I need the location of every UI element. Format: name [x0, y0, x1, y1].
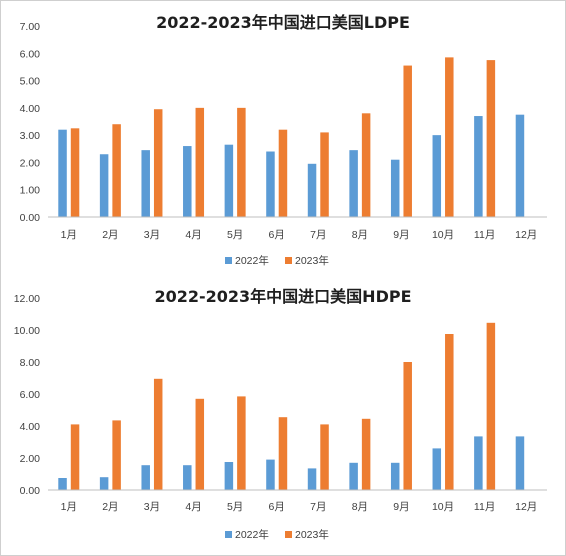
bar-2022 — [432, 135, 442, 217]
bar-2023 — [70, 424, 80, 490]
x-tick-label: 1月 — [61, 229, 77, 241]
bar-2022 — [307, 468, 317, 490]
bar-2023 — [70, 128, 80, 217]
x-tick-label: 9月 — [393, 229, 409, 241]
bar-2023 — [403, 65, 412, 217]
bar-2022 — [58, 129, 67, 217]
bar-2023 — [112, 124, 121, 217]
x-tick-label: 2月 — [102, 229, 118, 241]
y-tick-label: 4.00 — [20, 421, 41, 433]
bar-2023 — [486, 322, 496, 490]
bar-2022 — [474, 436, 483, 490]
bar-2023 — [445, 57, 454, 217]
x-tick-label: 10月 — [432, 501, 454, 513]
bar-2022 — [390, 462, 400, 490]
legend-label-2023: 2023年 — [295, 254, 329, 267]
bar-2023 — [486, 60, 496, 217]
y-tick-label: 5.00 — [20, 76, 41, 88]
bar-2022 — [474, 116, 483, 217]
chart-title: 2022-2023年中国进口美国HDPE — [154, 287, 411, 306]
y-tick-label: 12.00 — [14, 293, 40, 305]
ldpe-chart: 2022-2023年中国进口美国LDPE 0.00 1.00 2.00 3.00 4.0… — [20, 13, 547, 267]
bar-2022 — [99, 477, 109, 490]
bar-2023 — [153, 378, 163, 490]
y-tick-label: 6.00 — [20, 389, 41, 401]
y-tick-label: 0.00 — [20, 485, 41, 497]
x-tick-label: 4月 — [185, 229, 201, 241]
bar-2022 — [224, 144, 234, 217]
hdpe-chart: 2022-2023年中国进口美国HDPE 0.00 2.00 4.00 6.00 8.0… — [14, 287, 547, 541]
legend: 2022年 2023年 — [225, 254, 329, 267]
y-tick-label: 3.00 — [20, 130, 41, 142]
y-tick-label: 2.00 — [20, 453, 41, 465]
bar-2022 — [390, 159, 400, 217]
legend-label-2022: 2022年 — [235, 254, 269, 267]
bar-2022 — [432, 448, 442, 490]
y-tick-label: 4.00 — [20, 103, 41, 115]
bar-2023 — [278, 129, 288, 217]
x-tick-label: 11月 — [474, 229, 495, 241]
bar-2022 — [515, 436, 525, 490]
bar-2022 — [183, 146, 192, 217]
bar-2023 — [195, 107, 205, 217]
bar-2022 — [224, 462, 234, 490]
y-tick-label: 8.00 — [20, 357, 41, 369]
y-tick-label: 0.00 — [20, 212, 41, 224]
bar-2023 — [237, 396, 246, 490]
bar-2023 — [153, 109, 163, 217]
x-tick-label: 6月 — [269, 229, 285, 241]
legend-label-2022: 2022年 — [235, 528, 269, 541]
x-tick-label: 4月 — [185, 501, 201, 513]
legend-label-2023: 2023年 — [295, 528, 329, 541]
x-tick-label: 3月 — [144, 501, 160, 513]
legend-swatch-2023 — [285, 531, 292, 538]
x-tick-label: 9月 — [393, 501, 409, 513]
bar-2023 — [195, 398, 205, 490]
x-tick-label: 11月 — [474, 501, 495, 513]
bar-2022 — [99, 154, 109, 217]
bar-2022 — [307, 163, 317, 217]
bar-2022 — [141, 150, 150, 217]
bar-2022 — [349, 150, 358, 217]
x-tick-label: 5月 — [227, 229, 243, 241]
bar-2023 — [320, 132, 329, 217]
x-tick-label: 2月 — [102, 501, 118, 513]
x-tick-label: 12月 — [515, 501, 537, 513]
bar-2023 — [237, 107, 246, 217]
bar-2022 — [266, 151, 275, 217]
y-tick-label: 10.00 — [14, 325, 40, 337]
bar-2022 — [349, 462, 358, 490]
bar-2022 — [266, 459, 275, 490]
chart-title: 2022-2023年中国进口美国LDPE — [156, 13, 410, 32]
bar-2022 — [183, 465, 192, 490]
x-tick-label: 3月 — [144, 229, 160, 241]
y-tick-label: 6.00 — [20, 48, 41, 60]
bar-2023 — [320, 424, 329, 490]
x-tick-label: 7月 — [310, 501, 326, 513]
legend-swatch-2022 — [225, 257, 232, 264]
x-tick-label: 5月 — [227, 501, 243, 513]
x-tick-label: 6月 — [269, 501, 285, 513]
bar-2023 — [361, 418, 371, 490]
x-tick-label: 8月 — [352, 501, 368, 513]
bar-2023 — [403, 362, 412, 490]
bar-2022 — [141, 465, 150, 490]
legend-swatch-2022 — [225, 531, 232, 538]
legend-swatch-2023 — [285, 257, 292, 264]
y-tick-label: 1.00 — [20, 185, 41, 197]
y-tick-label: 7.00 — [20, 21, 41, 33]
y-tick-label: 2.00 — [20, 157, 41, 169]
x-tick-label: 1月 — [61, 501, 77, 513]
x-tick-label: 10月 — [432, 229, 454, 241]
bar-2022 — [58, 478, 67, 490]
bar-2023 — [361, 113, 371, 217]
bar-2023 — [445, 334, 454, 490]
bar-2022 — [515, 114, 525, 217]
bar-2023 — [278, 417, 288, 490]
x-tick-label: 12月 — [515, 229, 537, 241]
legend: 2022年 2023年 — [225, 528, 329, 541]
x-tick-label: 7月 — [310, 229, 326, 241]
x-tick-label: 8月 — [352, 229, 368, 241]
bar-2023 — [112, 420, 121, 490]
